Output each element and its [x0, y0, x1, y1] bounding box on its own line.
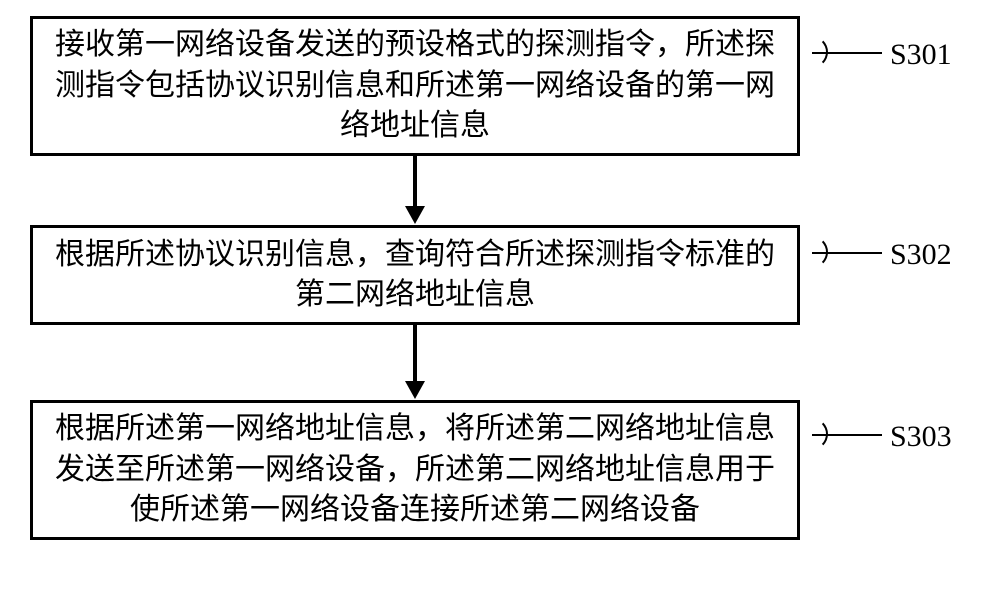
flow-node-2-label: S302: [890, 238, 952, 272]
arrow-2-shaft: [413, 325, 417, 381]
flow-node-3: 根据所述第一网络地址信息，将所述第二网络地址信息发送至所述第一网络设备，所述第二…: [30, 400, 800, 540]
flow-node-2: 根据所述协议识别信息，查询符合所述探测指令标准的第二网络地址信息: [30, 225, 800, 325]
label-connector-1-curve: [796, 36, 828, 68]
arrow-1-shaft: [413, 156, 417, 206]
flow-node-1-label: S301: [890, 38, 952, 72]
label-connector-3-curve: [796, 418, 828, 450]
flow-node-3-label: S303: [890, 420, 952, 454]
flow-node-1-text: 接收第一网络设备发送的预设格式的探测指令，所述探测指令包括协议识别信息和所述第一…: [53, 25, 777, 147]
arrow-1-head: [405, 206, 425, 224]
arrow-2-head: [405, 381, 425, 399]
flow-node-3-text: 根据所述第一网络地址信息，将所述第二网络地址信息发送至所述第一网络设备，所述第二…: [53, 409, 777, 531]
flow-node-1: 接收第一网络设备发送的预设格式的探测指令，所述探测指令包括协议识别信息和所述第一…: [30, 16, 800, 156]
label-connector-2-curve: [796, 236, 828, 268]
flow-node-2-text: 根据所述协议识别信息，查询符合所述探测指令标准的第二网络地址信息: [53, 235, 777, 316]
